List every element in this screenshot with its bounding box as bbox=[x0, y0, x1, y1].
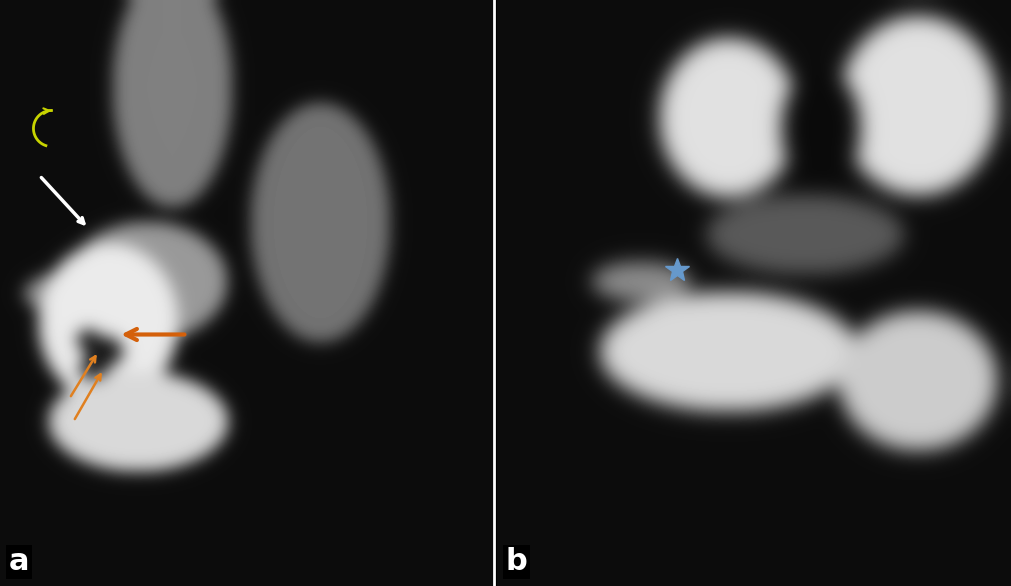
Text: a: a bbox=[8, 547, 29, 577]
Text: b: b bbox=[506, 547, 528, 577]
